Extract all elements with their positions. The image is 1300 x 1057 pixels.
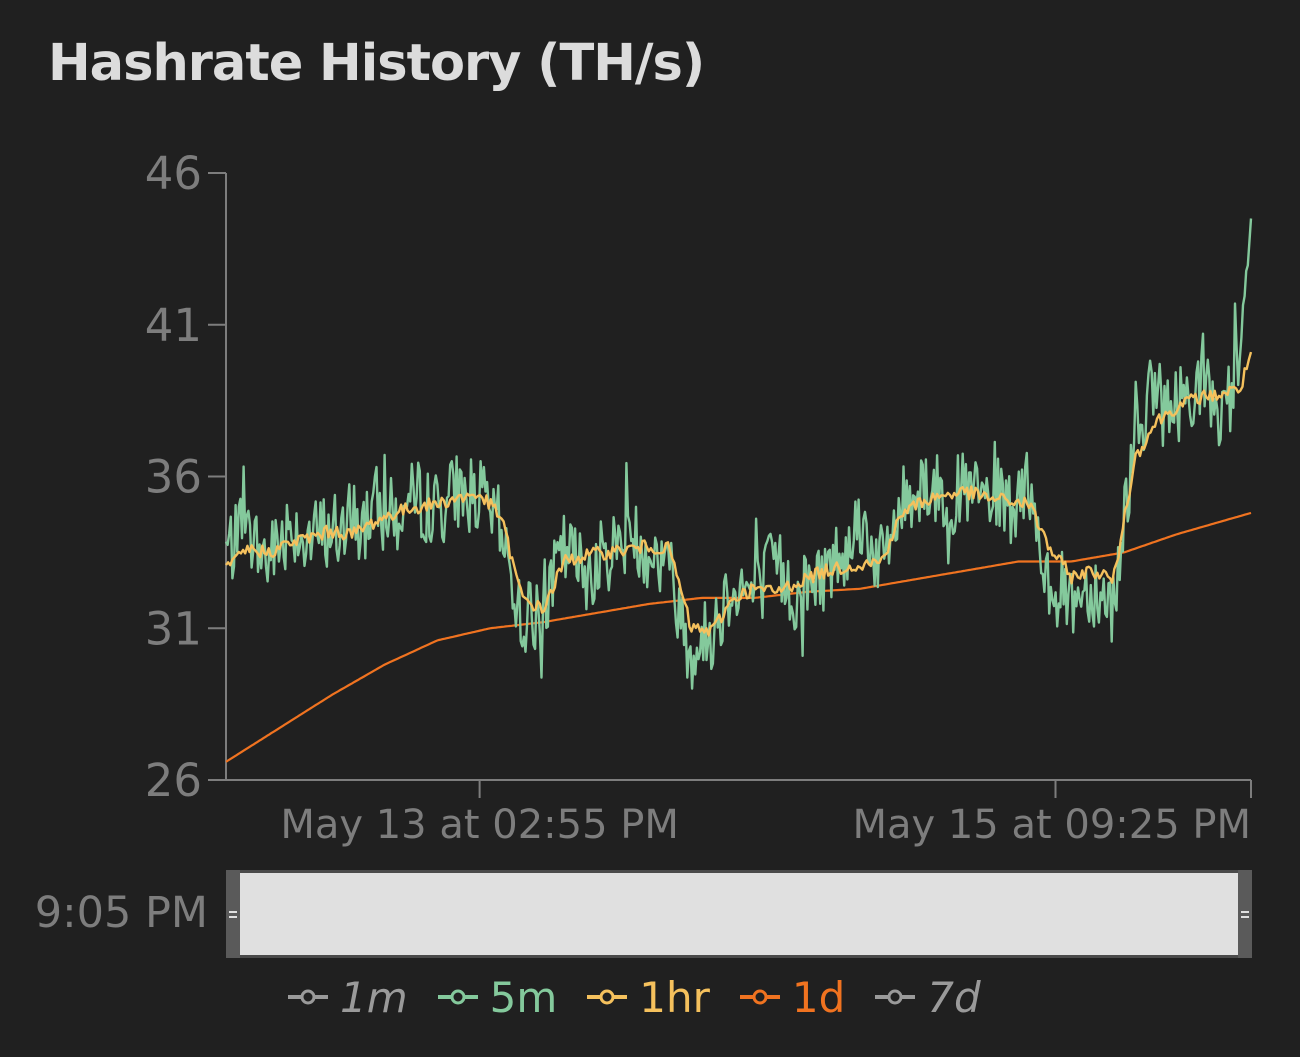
legend-label: 7d (927, 972, 981, 1022)
x-tick-label: May 15 at 09:25 PM (852, 802, 1251, 848)
legend-marker-icon (875, 989, 916, 1005)
legend-marker-icon (739, 989, 780, 1005)
legend-item-1hr[interactable]: 1hr (585, 973, 710, 1022)
chart-axes: 26 31 36 41 46 May 13 at 02:55 PM May 15 at 09… (145, 147, 1252, 848)
series-line-5m (224, 218, 1253, 690)
y-tick-label: 36 (145, 451, 202, 504)
range-handle-left[interactable] (226, 870, 240, 958)
y-tick-label: 31 (145, 602, 202, 655)
x-tick-label: May 13 at 02:55 PM (280, 802, 679, 848)
legend-marker-icon (587, 989, 628, 1005)
legend-item-1d[interactable]: 1d (738, 973, 845, 1022)
chart-legend: 1m 5m 1hr 1d 7d (286, 970, 981, 1024)
legend-label: 1m (340, 972, 408, 1022)
legend-label: 5m (489, 972, 558, 1022)
hashrate-chart[interactable]: 26 31 36 41 46 May 13 at 02:55 PM May 15 at 09… (0, 0, 1300, 870)
legend-item-7d[interactable]: 7d (873, 972, 981, 1022)
range-handle-right[interactable] (1238, 870, 1252, 958)
y-tick-label: 46 (145, 147, 202, 200)
range-start-label: 9:05 PM (34, 888, 208, 938)
y-tick-label: 41 (145, 299, 202, 352)
chart-series-layer (224, 218, 1253, 763)
range-selector[interactable] (226, 870, 1252, 958)
y-tick-label: 26 (145, 754, 202, 807)
series-line-1hr (225, 351, 1253, 637)
range-window[interactable] (240, 873, 1238, 955)
legend-label: 1d (791, 972, 846, 1022)
chart-title: Hashrate History (TH/s) (48, 34, 705, 93)
legend-marker-icon (437, 989, 478, 1005)
legend-marker-icon (288, 989, 328, 1005)
series-line-1d (225, 511, 1252, 763)
legend-item-5m[interactable]: 5m (436, 972, 558, 1022)
legend-label: 1hr (639, 972, 710, 1022)
legend-item-1m[interactable]: 1m (286, 973, 408, 1022)
